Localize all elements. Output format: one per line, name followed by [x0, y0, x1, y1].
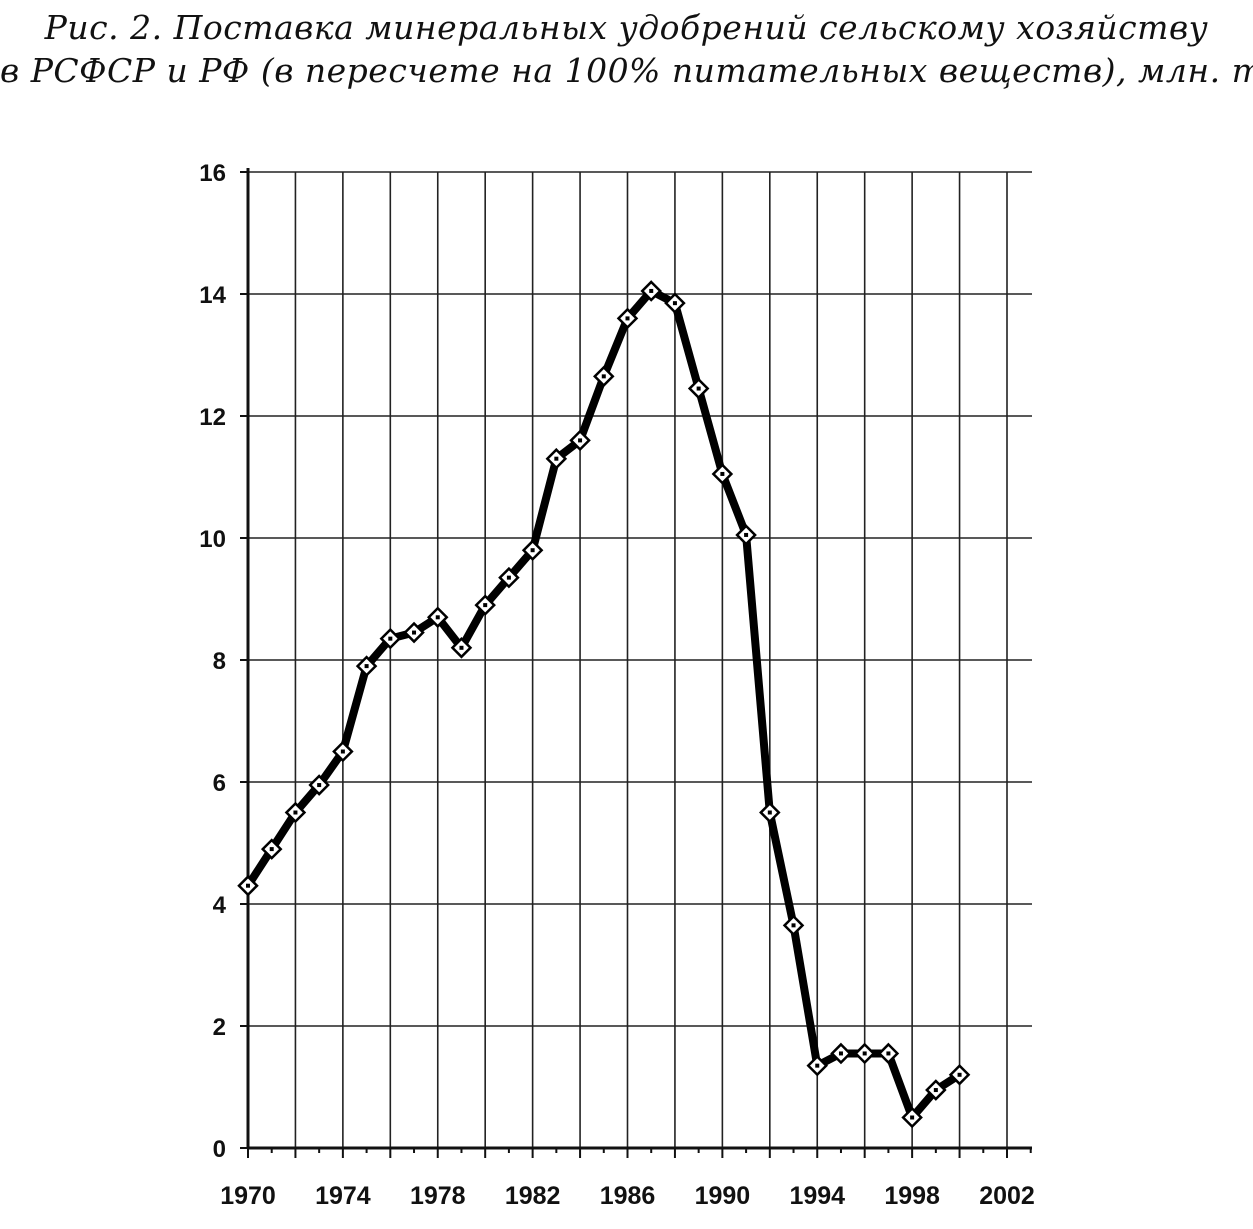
data-point-dot: [649, 288, 654, 293]
x-tick-label: 2002: [979, 1182, 1035, 1210]
data-point-dot: [625, 316, 630, 321]
y-tick-label: 14: [199, 282, 226, 309]
data-point-dot: [910, 1115, 915, 1120]
data-point-dot: [601, 374, 606, 379]
data-point-dot: [886, 1051, 891, 1056]
data-point-dot: [672, 301, 677, 306]
x-tick-label: 1986: [600, 1182, 656, 1210]
data-point-dot: [459, 645, 464, 650]
x-tick-label: 1994: [789, 1182, 845, 1210]
data-point-dot: [957, 1072, 962, 1077]
y-tick-label: 0: [213, 1136, 226, 1163]
x-tick-label: 1982: [505, 1182, 561, 1210]
data-point-dot: [269, 847, 274, 852]
data-point-dot: [696, 386, 701, 391]
data-point-dot: [578, 438, 583, 443]
data-point-dot: [554, 456, 559, 461]
data-point-dot: [791, 923, 796, 928]
axes: [240, 168, 1032, 1158]
data-point-dot: [246, 883, 250, 888]
y-tick-label: 12: [199, 404, 226, 431]
series-layer: [237, 280, 971, 1129]
chart-title: Рис. 2. Поставка минеральных удобрений с…: [0, 6, 1253, 92]
data-point-dot: [744, 532, 749, 537]
x-tick-label: 1978: [410, 1182, 466, 1210]
data-point-dot: [530, 548, 535, 553]
data-point-dot: [720, 471, 725, 476]
data-point-dot: [815, 1063, 820, 1068]
tick-labels: 0 2 4 6 8 10 12 14 16 1970 1974 1978 1982 1986 1990 199…: [199, 160, 1035, 1210]
x-tick-label: 1990: [695, 1182, 751, 1210]
data-point-dot: [364, 664, 369, 669]
data-point-dot: [838, 1051, 843, 1056]
grid-lines: [248, 171, 1032, 1148]
data-point-dot: [435, 615, 440, 620]
data-point-dot: [933, 1088, 938, 1093]
y-tick-label: 16: [199, 160, 226, 187]
y-tick-label: 2: [213, 1014, 226, 1041]
data-point-dot: [483, 603, 488, 608]
data-point-dot: [767, 810, 772, 815]
x-tick-label: 1998: [884, 1182, 940, 1210]
y-tick-label: 8: [213, 648, 226, 675]
chart-title-line-2: в РСФСР и РФ (в пересчете на 100% питате…: [0, 51, 1253, 90]
y-tick-label: 4: [213, 892, 227, 919]
data-point-dot: [862, 1051, 867, 1056]
y-tick-label: 6: [213, 770, 226, 797]
series-line: [244, 286, 964, 1122]
data-point-dot: [340, 749, 345, 754]
chart-title-line-1: Рис. 2. Поставка минеральных удобрений с…: [44, 8, 1209, 47]
data-point-dot: [506, 575, 511, 580]
data-point-dot: [412, 630, 417, 635]
x-tick-label: 1974: [315, 1182, 371, 1210]
x-tick-label: 1970: [220, 1182, 276, 1210]
data-point-dot: [293, 810, 298, 815]
data-point-dot: [317, 783, 322, 788]
y-tick-label: 10: [199, 526, 226, 553]
data-point-dot: [388, 636, 393, 641]
